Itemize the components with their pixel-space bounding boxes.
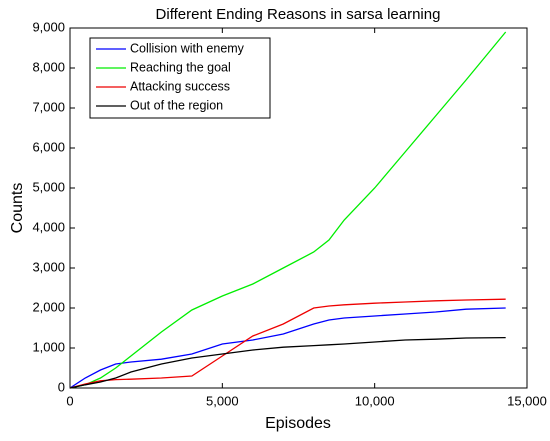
x-tick-label: 10,000 [355, 393, 395, 408]
y-tick-label: 9,000 [32, 19, 65, 34]
chart-title: Different Ending Reasons in sarsa learni… [156, 6, 441, 23]
x-axis-label: Episodes [265, 415, 331, 432]
series-line [69, 31, 507, 389]
y-tick-label: 6,000 [32, 139, 65, 154]
y-tick-label: 5,000 [32, 179, 65, 194]
series-line [69, 336, 506, 389]
x-tick-label: 15,000 [507, 393, 547, 408]
y-axis-label: Counts [9, 183, 26, 234]
plot-frame [69, 27, 528, 389]
legend-label: Out of the region [130, 98, 223, 112]
x-tick-label: 5,000 [206, 393, 239, 408]
y-tick-label: 8,000 [32, 59, 65, 74]
legend-label: Reaching the goal [130, 60, 231, 74]
series-line [69, 298, 506, 389]
legend-label: Attacking success [130, 79, 230, 93]
y-tick-label: 0 [58, 379, 65, 394]
series-line [69, 307, 506, 389]
y-tick-label: 1,000 [32, 339, 65, 354]
legend-box [89, 37, 271, 119]
y-tick-label: 7,000 [32, 99, 65, 114]
y-tick-label: 2,000 [32, 299, 65, 314]
y-tick-label: 4,000 [32, 219, 65, 234]
x-tick-label: 0 [66, 393, 73, 408]
y-tick-label: 3,000 [32, 259, 65, 274]
legend-label: Collision with enemy [130, 41, 245, 55]
